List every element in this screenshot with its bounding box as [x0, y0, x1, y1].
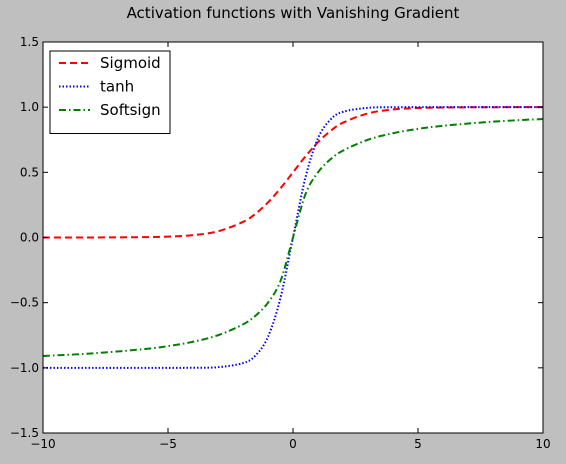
series-line-sigmoid — [42, 106, 544, 239]
series-line-softsign — [42, 118, 544, 357]
legend: Sigmoid tanh Softsign — [49, 50, 171, 134]
y-tick-label: −1.5 — [10, 426, 39, 440]
y-tick-label: −0.5 — [10, 296, 39, 310]
y-tick-label: 0.0 — [20, 231, 39, 245]
x-tick-label: −10 — [30, 437, 55, 451]
chart-title: Activation functions with Vanishing Grad… — [127, 4, 460, 22]
legend-box — [49, 50, 171, 134]
x-tick-label: 5 — [414, 437, 422, 451]
x-tick-label: 0 — [289, 437, 297, 451]
legend-label-sigmoid: Sigmoid — [100, 54, 161, 72]
y-tick-label: −1.0 — [10, 361, 39, 375]
legend-label-softsign: Softsign — [100, 101, 161, 119]
y-tick-label: 1.5 — [20, 35, 39, 49]
y-tick-label: 1.0 — [20, 100, 39, 114]
y-tick-label: 0.5 — [20, 165, 39, 179]
x-tick-label: 10 — [535, 437, 550, 451]
x-tick-label: −5 — [159, 437, 177, 451]
tick-layer: −10 −5 0 5 10 −1.5 −1.0 −0.5 0.0 0.5 1.0 1.5 — [10, 35, 551, 451]
legend-label-tanh: tanh — [100, 78, 134, 96]
series-layer — [42, 106, 544, 369]
